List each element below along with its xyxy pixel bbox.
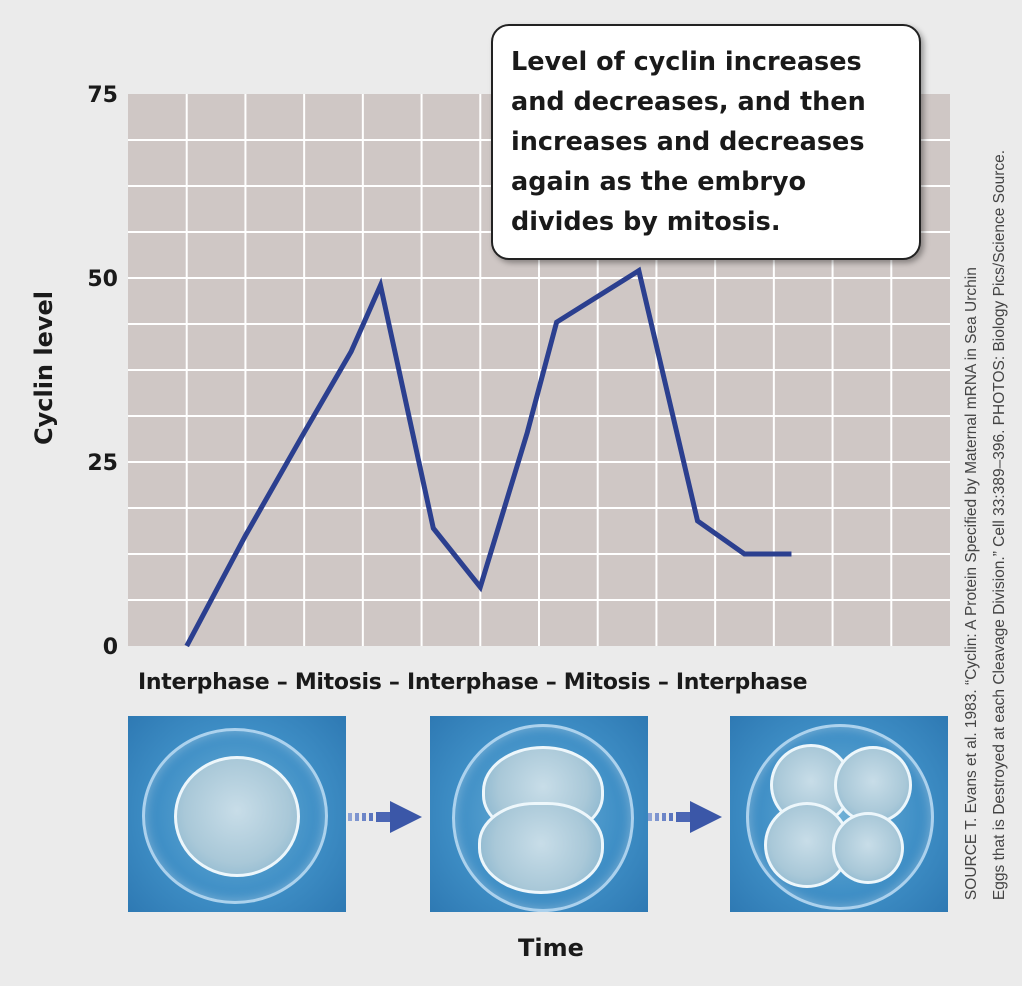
one-cell-embryo-photo	[128, 716, 346, 912]
y-axis: 0 25 50 75	[87, 83, 118, 660]
arrow-right-icon	[648, 801, 722, 833]
source-line: Eggs that is Destroyed at each Cleavage …	[991, 149, 1008, 901]
source-citation: SOURCE T. Evans et al. 1983. “Cyclin: A …	[958, 150, 1014, 900]
source-line: SOURCE T. Evans et al. 1983. “Cyclin: A …	[963, 267, 980, 901]
y-tick-label: 75	[87, 83, 118, 108]
cyclin-series-line	[184, 266, 792, 648]
annotation-line: divides by mitosis.	[511, 207, 781, 237]
series-group	[184, 266, 792, 648]
annotation-line: and decreases, and then	[511, 87, 866, 117]
four-cell-embryo-photo	[730, 716, 948, 912]
y-tick-label: 50	[87, 267, 118, 292]
y-tick-label: 0	[103, 635, 118, 660]
annotation-line: Level of cyclin increases	[511, 47, 862, 77]
y-axis-title: Cyclin level	[30, 290, 58, 446]
arrow-right-icon	[348, 801, 422, 833]
phase-labels: Interphase – Mitosis – Interphase – Mito…	[138, 670, 808, 695]
two-cell-embryo-photo	[430, 716, 648, 912]
y-tick-label: 25	[87, 451, 118, 476]
annotation-line: increases and decreases	[511, 127, 865, 157]
annotation-callout: Level of cyclin increases and decreases,…	[491, 24, 921, 260]
x-axis-title: Time	[518, 934, 584, 962]
annotation-line: again as the embryo	[511, 167, 807, 197]
